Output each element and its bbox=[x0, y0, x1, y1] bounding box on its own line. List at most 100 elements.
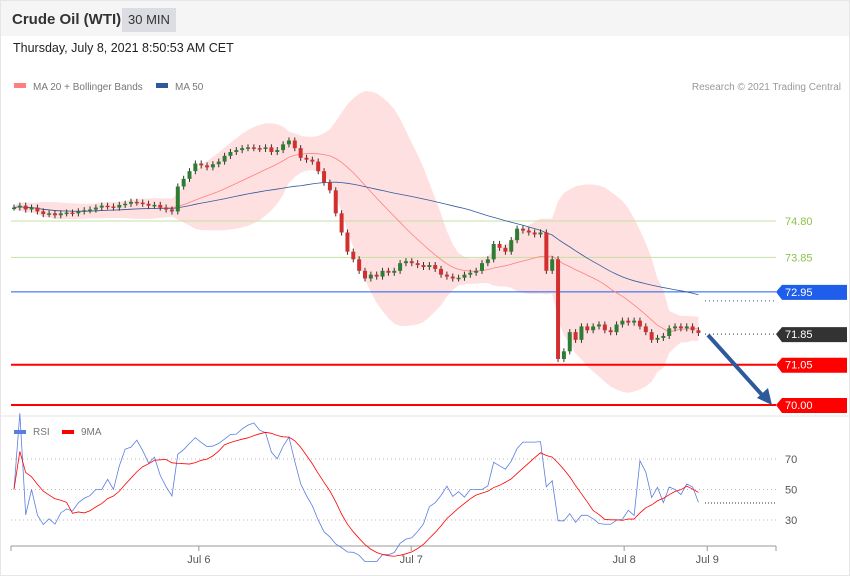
candle bbox=[269, 147, 274, 153]
candle bbox=[403, 261, 408, 264]
copyright: Research © 2021 Trading Central bbox=[692, 82, 841, 93]
candle bbox=[637, 320, 642, 327]
candle bbox=[52, 213, 57, 216]
candle bbox=[351, 251, 356, 260]
candle bbox=[246, 147, 250, 149]
rsi-tick-50: 50 bbox=[785, 485, 797, 497]
level-label-71.85: 71.85 bbox=[785, 329, 813, 341]
level-tag-72.95 bbox=[776, 284, 847, 300]
candle bbox=[561, 351, 566, 359]
candle bbox=[626, 320, 631, 323]
candle bbox=[427, 265, 432, 267]
candle bbox=[111, 206, 116, 208]
candle bbox=[251, 147, 256, 149]
candle bbox=[585, 326, 590, 331]
candle bbox=[17, 205, 22, 208]
header-bar: Crude Oil (WTI) 30 MIN bbox=[1, 1, 849, 36]
candle bbox=[503, 247, 508, 252]
candle bbox=[491, 243, 496, 260]
rsi-tick-70: 70 bbox=[785, 454, 797, 466]
candle bbox=[409, 261, 414, 264]
candle bbox=[614, 324, 619, 333]
candle bbox=[608, 330, 613, 333]
candle bbox=[468, 272, 473, 275]
candle bbox=[240, 148, 245, 151]
candle bbox=[433, 265, 438, 269]
candle bbox=[398, 263, 403, 271]
candle bbox=[515, 228, 520, 241]
candle bbox=[316, 161, 321, 172]
candle bbox=[310, 159, 315, 162]
candle bbox=[690, 326, 695, 331]
candle bbox=[567, 332, 572, 352]
candle bbox=[368, 274, 373, 279]
candle bbox=[70, 212, 75, 215]
legend-ma50-swatch bbox=[156, 83, 168, 88]
candle bbox=[374, 274, 379, 277]
candle bbox=[421, 265, 426, 267]
candle bbox=[591, 326, 596, 331]
candle bbox=[556, 259, 561, 359]
candle bbox=[99, 205, 104, 208]
legend-rsi-ma: 9MA bbox=[81, 427, 102, 438]
candle bbox=[480, 263, 484, 271]
candle bbox=[520, 228, 525, 231]
candle bbox=[47, 213, 52, 215]
timestamp: Thursday, July 8, 2021 8:50:53 AM CET bbox=[13, 41, 234, 55]
candle bbox=[544, 232, 549, 271]
candle bbox=[169, 209, 174, 212]
candle bbox=[105, 205, 110, 208]
instrument-title: Crude Oil (WTI) bbox=[12, 11, 122, 28]
candle bbox=[485, 259, 490, 264]
rsi-line bbox=[13, 413, 699, 563]
candle bbox=[474, 270, 479, 273]
candle bbox=[304, 157, 309, 160]
candle bbox=[655, 337, 660, 340]
candle bbox=[573, 332, 578, 340]
candle bbox=[327, 182, 332, 191]
candle bbox=[550, 259, 555, 271]
candle bbox=[579, 326, 584, 340]
candle bbox=[509, 240, 514, 252]
candle bbox=[497, 243, 502, 248]
candle bbox=[597, 324, 601, 327]
candle bbox=[193, 163, 198, 172]
candle bbox=[58, 213, 63, 216]
level-label-72.95: 72.95 bbox=[785, 287, 813, 299]
target-arrowhead-icon bbox=[757, 388, 772, 405]
candle bbox=[187, 171, 192, 179]
candle bbox=[286, 140, 291, 145]
candle bbox=[64, 212, 69, 215]
candle bbox=[88, 209, 93, 212]
candle bbox=[380, 270, 385, 277]
candle bbox=[339, 213, 344, 233]
target-arrow bbox=[706, 333, 765, 398]
x-label: Jul 8 bbox=[613, 554, 636, 566]
candle bbox=[152, 204, 157, 207]
timeframe-badge[interactable]: 30 MIN bbox=[122, 8, 176, 32]
x-label: Jul 9 bbox=[696, 554, 719, 566]
candle bbox=[35, 207, 40, 212]
candle bbox=[392, 270, 397, 273]
candle bbox=[602, 324, 607, 331]
candle bbox=[462, 274, 467, 278]
candle bbox=[181, 178, 186, 187]
candle bbox=[357, 259, 362, 271]
legend-ma20-swatch bbox=[14, 83, 26, 88]
candle bbox=[23, 205, 28, 210]
candle bbox=[117, 204, 122, 208]
candle bbox=[444, 274, 449, 277]
candle bbox=[667, 328, 672, 336]
candle bbox=[292, 140, 297, 149]
legend-ma50: MA 50 bbox=[175, 82, 204, 93]
candle bbox=[333, 190, 338, 214]
level-label-74.80: 74.80 bbox=[785, 216, 813, 228]
candle bbox=[158, 204, 163, 208]
candle bbox=[263, 147, 268, 149]
candle bbox=[298, 148, 303, 158]
candle bbox=[257, 148, 262, 150]
candle bbox=[93, 207, 98, 210]
legend-rsi-ma-swatch bbox=[62, 430, 74, 434]
candle bbox=[234, 150, 239, 153]
